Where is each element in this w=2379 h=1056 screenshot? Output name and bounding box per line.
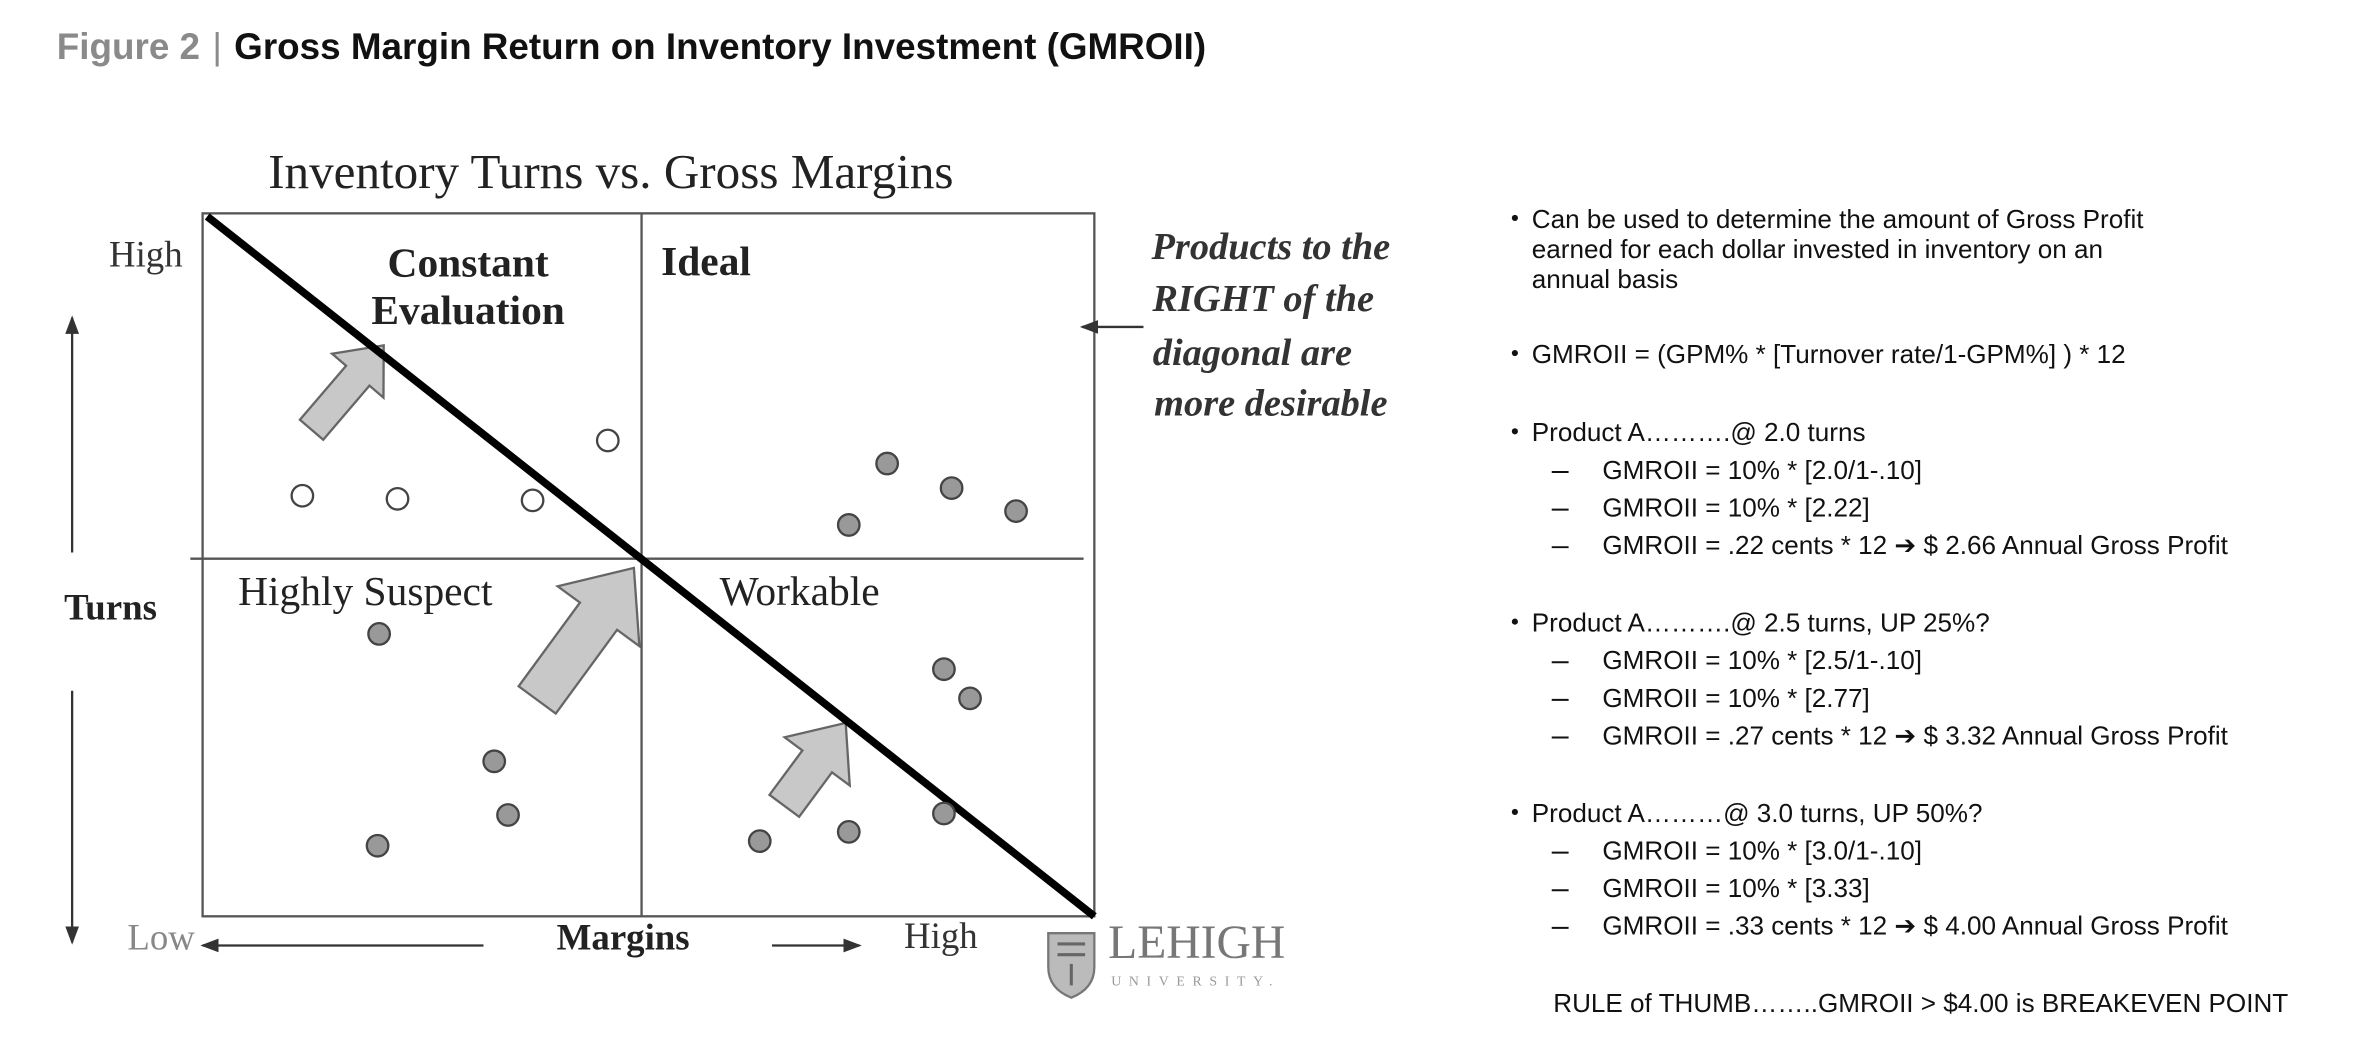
bullet xyxy=(1511,618,1518,625)
product-dot xyxy=(367,622,392,646)
sub-item: GMROII = .27 cents * 12 ➔ $ 3.32 Annual … xyxy=(1602,720,2228,750)
block-arrow xyxy=(298,343,385,442)
header-title: Gross Margin Return on Inventory Investm… xyxy=(234,26,1206,67)
logo-sub: UNIVERSITY. xyxy=(1111,973,1280,988)
sub-item: GMROII = 10% * [2.77] xyxy=(1602,683,1869,713)
note-line: diagonal are xyxy=(1153,332,1352,374)
quadrant-label: Evaluation xyxy=(371,287,564,333)
product-dot xyxy=(595,428,620,453)
product-dot xyxy=(496,803,520,827)
note-line: RIGHT of the xyxy=(1151,278,1374,320)
x-high: High xyxy=(904,915,978,956)
sub-item: GMROII = 10% * [2.0/1-.10] xyxy=(1602,455,1922,485)
product-dot xyxy=(932,801,956,826)
sub-item: GMROII = .33 cents * 12 ➔ $ 4.00 Annual … xyxy=(1602,911,2228,941)
bullet-text: earned for each dollar invested in inven… xyxy=(1532,234,2103,264)
bullet-text: annual basis xyxy=(1532,264,1678,294)
diagonal xyxy=(204,213,1097,920)
bullet xyxy=(1511,214,1518,222)
logo-name: LEHIGH xyxy=(1108,917,1285,969)
sub-item: GMROII = 10% * [3.33] xyxy=(1602,873,1869,903)
quadrant-box xyxy=(201,212,1096,918)
quadrant-label: Constant xyxy=(388,240,549,286)
bullet-text: Product A………@ 3.0 turns, UP 50%? xyxy=(1532,798,1983,828)
product-dot xyxy=(875,451,900,476)
y-label: Turns xyxy=(64,586,157,627)
product-dot xyxy=(385,486,410,511)
product-dot xyxy=(939,476,964,500)
diagram-title: Inventory Turns vs. Gross Margins xyxy=(268,144,953,199)
note-line: Products to the xyxy=(1150,226,1390,268)
product-dot xyxy=(836,820,861,844)
sub-item: GMROII = 10% * [3.0/1-.10] xyxy=(1602,836,1922,866)
header: Figure 2 | Gross Margin Return on Inventor… xyxy=(57,26,1206,67)
x-low: Low xyxy=(127,916,195,957)
bullet-text: Product A……….@ 2.5 turns, UP 25%? xyxy=(1532,608,1990,638)
figure-label: Figure 2 xyxy=(57,26,200,67)
block-arrow xyxy=(517,566,641,716)
product-dot xyxy=(958,686,982,711)
bullet xyxy=(1511,808,1518,816)
product-dot xyxy=(1004,499,1028,524)
logo: LEHIGH UNIVERSITY. xyxy=(1047,917,1285,999)
logo-emblem xyxy=(1057,942,1086,986)
product-dot xyxy=(290,483,315,508)
sub-item: GMROII = .22 cents * 12 ➔ $ 2.66 Annual … xyxy=(1602,530,2228,560)
product-dot xyxy=(520,488,545,513)
bullet-text: Product A……….@ 2.0 turns xyxy=(1532,417,1866,447)
quadrant-label: Ideal xyxy=(661,238,751,284)
product-dot xyxy=(836,513,861,537)
diagram: Inventory Turns vs. Gross Margins High T… xyxy=(64,144,1390,958)
product-dot xyxy=(482,749,507,774)
separator: | xyxy=(212,26,222,67)
x-label: Margins xyxy=(557,916,690,957)
bullet-text: GMROII = (GPM% * [Turnover rate/1-GPM%] … xyxy=(1532,339,2126,369)
rule-of-thumb: RULE of THUMB……..GMROII > $4.00 is BREAK… xyxy=(1553,988,2288,1018)
quadrant-label: Highly Suspect xyxy=(238,568,493,614)
product-dot xyxy=(747,829,772,854)
bullet xyxy=(1511,349,1518,357)
sub-item: GMROII = 10% * [2.5/1-.10] xyxy=(1602,645,1922,675)
product-dot xyxy=(365,833,390,858)
product-dot xyxy=(932,657,956,682)
bullet-text: Can be used to determine the amount of G… xyxy=(1532,204,2144,234)
quadrant-label: Workable xyxy=(720,568,880,614)
note-line: more desirable xyxy=(1154,383,1387,425)
sub-item: GMROII = 10% * [2.22] xyxy=(1602,492,1869,522)
y-high: High xyxy=(109,233,183,274)
bullet xyxy=(1511,428,1518,435)
block-arrow xyxy=(767,721,852,819)
bullet-list: Can be used to determine the amount of G… xyxy=(1511,204,2229,941)
